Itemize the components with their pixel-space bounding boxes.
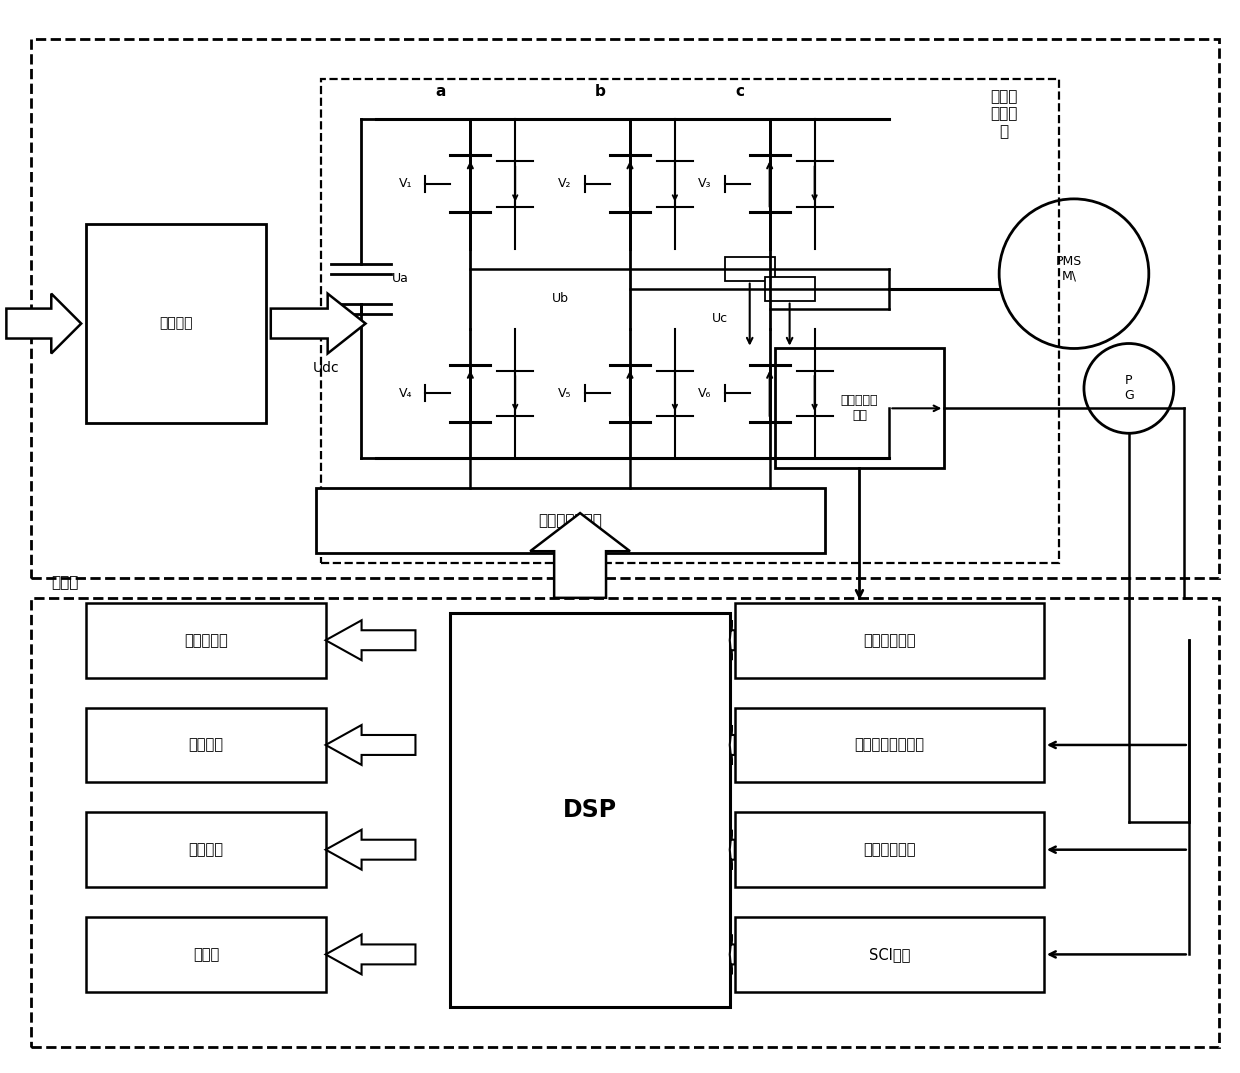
Text: 电平转换电路: 电平转换电路 <box>863 633 915 648</box>
Text: 光电隔离电路: 光电隔离电路 <box>863 842 915 857</box>
Text: 数码管显示: 数码管显示 <box>184 633 228 648</box>
Polygon shape <box>326 935 415 974</box>
Text: 光耦隔离与驱动: 光耦隔离与驱动 <box>538 513 603 528</box>
Bar <box>724 256 775 281</box>
Bar <box>735 707 1044 782</box>
Text: 速度给定: 速度给定 <box>188 842 223 857</box>
Bar <box>87 224 265 423</box>
Bar <box>765 277 815 300</box>
Bar <box>87 812 326 887</box>
Polygon shape <box>730 935 735 974</box>
Bar <box>775 349 945 468</box>
Text: 键盘处理: 键盘处理 <box>188 737 223 752</box>
Polygon shape <box>326 725 415 765</box>
Bar <box>87 917 326 991</box>
Text: 主回路
与驱动
板: 主回路 与驱动 板 <box>991 89 1018 139</box>
Text: 上位机: 上位机 <box>192 946 219 961</box>
Text: PMS
M\: PMS M\ <box>1056 254 1083 282</box>
Bar <box>321 79 1059 563</box>
Text: V₃: V₃ <box>698 177 712 190</box>
Text: V₆: V₆ <box>698 387 712 400</box>
Polygon shape <box>270 294 366 353</box>
Text: a: a <box>435 84 445 99</box>
Text: c: c <box>735 84 744 99</box>
Text: V₅: V₅ <box>558 387 572 400</box>
Text: 整流电路: 整流电路 <box>159 317 192 330</box>
Text: 故障综合保护电路: 故障综合保护电路 <box>854 737 924 752</box>
Bar <box>87 603 326 678</box>
Text: Ua: Ua <box>392 273 409 285</box>
Text: SCI通讯: SCI通讯 <box>869 946 910 961</box>
Text: 电压、电流
检测: 电压、电流 检测 <box>841 395 878 423</box>
Text: V₂: V₂ <box>558 177 572 190</box>
Polygon shape <box>531 513 630 598</box>
Text: DSP: DSP <box>563 798 618 822</box>
Text: 控制板: 控制板 <box>51 575 78 590</box>
Polygon shape <box>326 620 415 660</box>
Bar <box>31 40 1219 578</box>
Text: V₄: V₄ <box>399 387 412 400</box>
Polygon shape <box>730 620 735 660</box>
Bar <box>316 488 825 553</box>
Bar <box>87 707 326 782</box>
Polygon shape <box>6 294 81 353</box>
Bar <box>735 603 1044 678</box>
Polygon shape <box>730 829 735 869</box>
Bar <box>735 917 1044 991</box>
Text: Udc: Udc <box>312 362 339 376</box>
Polygon shape <box>730 725 735 765</box>
Bar <box>450 613 730 1006</box>
Text: Ub: Ub <box>552 292 569 305</box>
Bar <box>31 598 1219 1046</box>
Text: V₁: V₁ <box>399 177 412 190</box>
Bar <box>735 812 1044 887</box>
Text: b: b <box>595 84 605 99</box>
Polygon shape <box>326 829 415 869</box>
Text: Uc: Uc <box>712 312 728 325</box>
Text: P
G: P G <box>1123 374 1133 402</box>
